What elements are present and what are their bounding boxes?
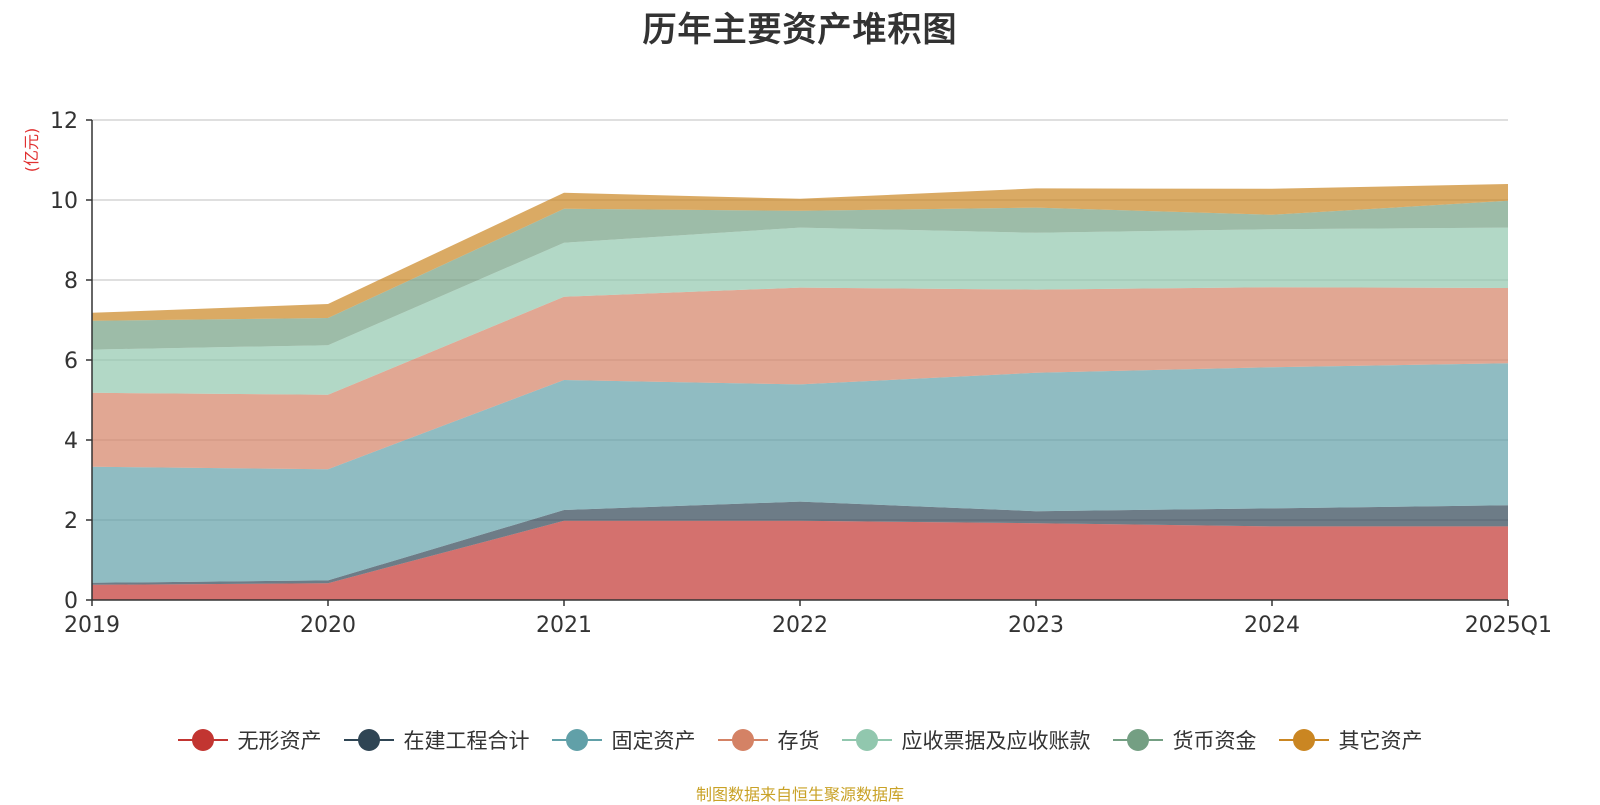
y-axis-unit-label: (亿元) xyxy=(22,128,41,173)
x-tick-label-3: 2022 xyxy=(772,613,828,638)
area-series-3 xyxy=(92,287,1508,470)
chart-title: 历年主要资产堆积图 xyxy=(642,10,958,50)
area-series-1 xyxy=(92,501,1508,585)
y-tick-label-3: 6 xyxy=(64,349,78,374)
axes xyxy=(86,119,1509,606)
legend-label: 无形资产 xyxy=(237,729,322,753)
area-series xyxy=(92,184,1508,600)
legend-swatch-icon xyxy=(841,728,892,752)
x-tick-label-5: 2024 xyxy=(1244,613,1300,638)
legend-swatch-icon xyxy=(1112,728,1163,752)
stacked-area-chart: 0 2 4 6 8 10 12 2019 2020 2021 2022 2023 2024 2025Q1 xyxy=(50,109,1552,638)
x-tick-label-1: 2020 xyxy=(300,613,356,638)
tick-labels: 0 2 4 6 8 10 12 2019 2020 2021 2022 2023 2024 2025Q1 xyxy=(50,109,1552,638)
legend-swatch-icon xyxy=(717,728,768,752)
legend-item-3[interactable]: 存货 xyxy=(717,725,820,755)
x-tick-label-6: 2025Q1 xyxy=(1465,613,1552,638)
legend-label: 在建工程合计 xyxy=(403,729,530,753)
legend-item-5[interactable]: 货币资金 xyxy=(1112,725,1257,755)
legend-label: 应收票据及应收账款 xyxy=(901,729,1091,753)
legend-item-2[interactable]: 固定资产 xyxy=(551,725,696,755)
x-tick-label-4: 2023 xyxy=(1008,613,1064,638)
y-tick-label-6: 12 xyxy=(50,109,78,134)
area-series-6 xyxy=(92,184,1508,321)
legend-swatch-icon xyxy=(343,728,394,752)
y-tick-label-2: 4 xyxy=(64,429,78,454)
legend-swatch-icon xyxy=(1278,728,1329,752)
y-axis-unit: (亿元) xyxy=(22,128,41,173)
x-tick-label-2: 2021 xyxy=(536,613,592,638)
source-note: 制图数据来自恒生聚源数据库 xyxy=(695,785,904,804)
legend-label: 其它资产 xyxy=(1338,729,1423,753)
x-tick-label-0: 2019 xyxy=(64,613,120,638)
legend-label: 固定资产 xyxy=(611,729,696,753)
legend-item-4[interactable]: 应收票据及应收账款 xyxy=(841,725,1091,755)
legend-item-1[interactable]: 在建工程合计 xyxy=(343,725,530,755)
chart-legend: 无形资产 在建工程合计 固定资产 存货 应收票据及应收账款 货币资金 其它资产 xyxy=(0,720,1600,760)
legend-swatch-icon xyxy=(551,728,602,752)
legend-label: 货币资金 xyxy=(1172,729,1257,753)
y-tick-label-0: 0 xyxy=(64,589,78,614)
legend-label: 存货 xyxy=(777,729,820,753)
y-tick-label-1: 2 xyxy=(64,509,78,534)
area-series-5 xyxy=(92,200,1508,350)
area-series-0 xyxy=(92,520,1508,600)
legend-item-6[interactable]: 其它资产 xyxy=(1278,725,1423,755)
area-series-2 xyxy=(92,363,1508,583)
legend-swatch-icon xyxy=(177,728,228,752)
y-tick-label-4: 8 xyxy=(64,269,78,294)
y-tick-label-5: 10 xyxy=(50,189,78,214)
legend-item-0[interactable]: 无形资产 xyxy=(177,725,322,755)
area-series-4 xyxy=(92,227,1508,395)
